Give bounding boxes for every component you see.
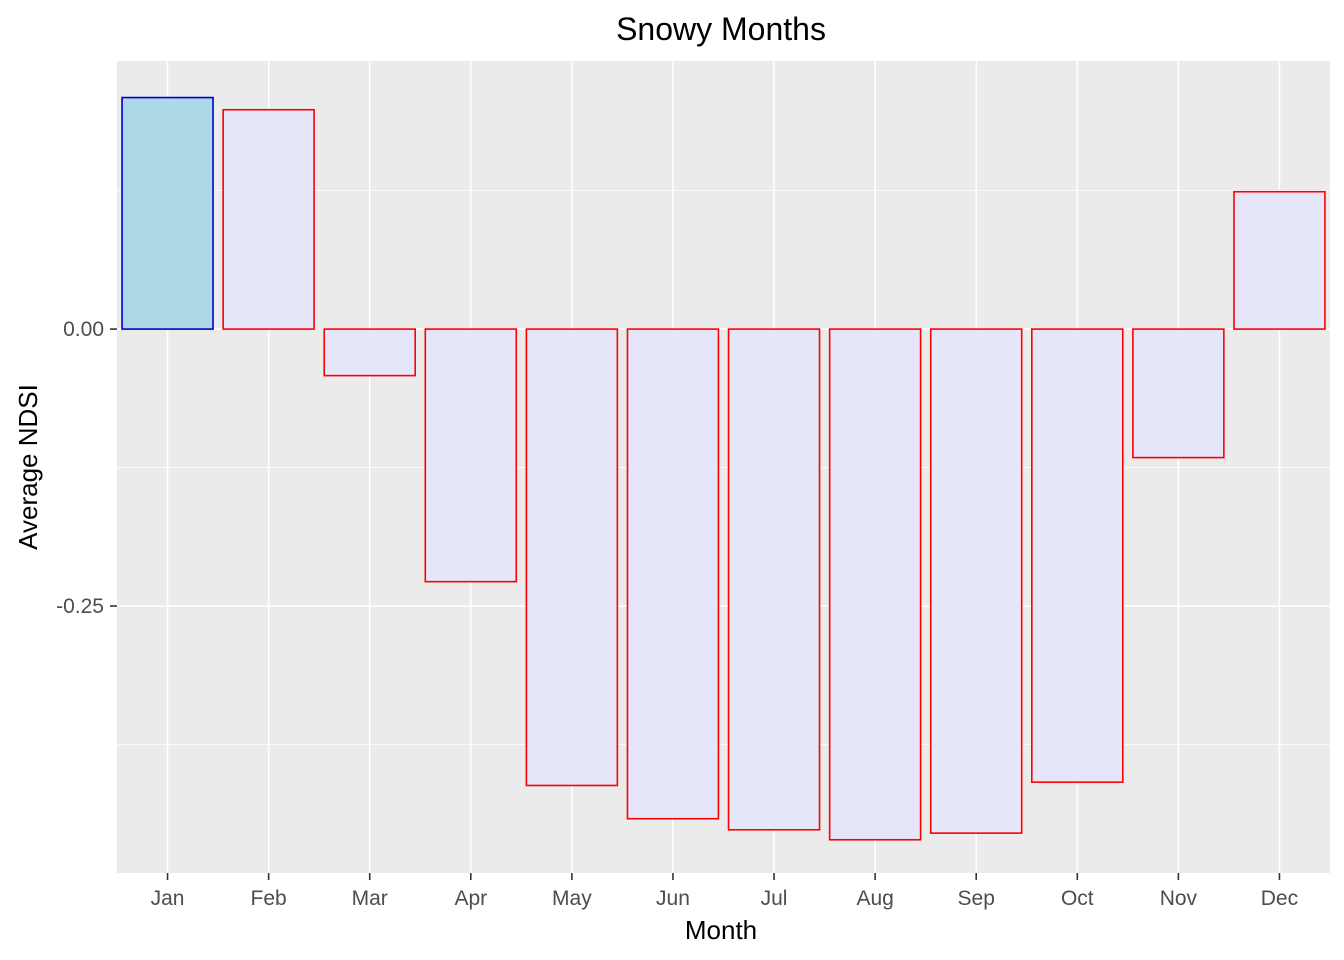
plot-panel [117, 61, 1330, 873]
y-axis-ticks: 0.00 -0.25 [56, 318, 117, 618]
x-tick-label: Apr [454, 887, 487, 910]
x-tick-label: Mar [352, 887, 388, 910]
x-tick-label: Oct [1061, 887, 1094, 910]
x-tick-label: Nov [1160, 887, 1198, 910]
x-tick-label: Jun [656, 887, 690, 910]
bar-apr [424, 328, 518, 583]
x-tick-label: Jan [151, 887, 185, 910]
x-tick-label: May [552, 887, 592, 910]
x-tick-label: Aug [856, 887, 893, 910]
bars [121, 96, 1326, 841]
x-tick-label: Dec [1261, 887, 1298, 910]
bar-sep [929, 328, 1023, 834]
bar-mar [323, 328, 416, 377]
bar-jan [121, 96, 214, 330]
bar-jul [727, 328, 821, 831]
bar-oct [1031, 328, 1124, 783]
y-tick-label: -0.25 [56, 595, 104, 618]
y-tick-label: 0.00 [63, 318, 104, 341]
bar-feb [222, 108, 315, 330]
x-tick-label: Jul [761, 887, 788, 910]
bar-may [525, 328, 619, 787]
y-axis-title: Average NDSI [13, 384, 43, 550]
x-tick-label: Sep [958, 887, 995, 910]
x-axis-title: Month [685, 915, 757, 945]
bar-dec [1233, 190, 1326, 330]
chart-title: Snowy Months [616, 11, 826, 47]
bar-nov [1132, 328, 1225, 459]
bar-jun [626, 328, 720, 820]
bar-aug [828, 328, 922, 841]
x-tick-label: Feb [251, 887, 287, 910]
x-axis-ticks: Jan Feb Mar Apr May Jun Jul Aug Sep Oct Nov Dec [151, 873, 1298, 910]
